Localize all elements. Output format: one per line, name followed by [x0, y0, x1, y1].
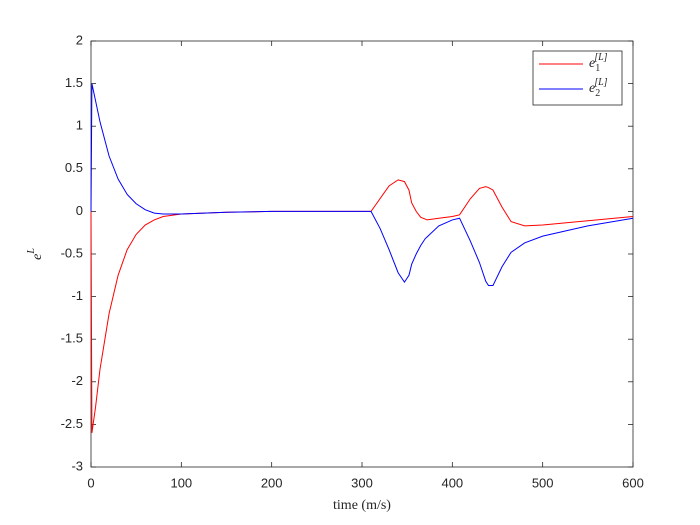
x-axis-label: time (m/s): [333, 498, 391, 513]
legend-label: e2[L]: [589, 77, 608, 99]
y-tick-label: -1.5: [61, 331, 83, 346]
y-tick-label: 0: [76, 203, 83, 218]
x-tick-label: 600: [622, 475, 644, 490]
x-tick-label: 300: [351, 475, 373, 490]
line-series: [90, 83, 634, 287]
legend-label: e1[L]: [589, 52, 608, 74]
y-tick-label: 2: [76, 32, 83, 47]
x-tick-label: 400: [441, 475, 463, 490]
x-tick-label: 200: [261, 475, 283, 490]
plot-area: [90, 40, 634, 468]
y-tick-label: -2.5: [61, 416, 83, 431]
y-tick-label: 1.5: [65, 75, 83, 90]
y-axis-label: eL: [26, 248, 45, 260]
y-tick-label: -0.5: [61, 245, 83, 260]
y-tick-label: -2: [71, 373, 83, 388]
x-tick-label: 500: [532, 475, 554, 490]
y-tick-label: -3: [71, 458, 83, 473]
legend-box: [532, 50, 623, 106]
x-tick-label: 0: [87, 475, 94, 490]
line-series: [90, 179, 634, 433]
x-tick-label: 100: [170, 475, 192, 490]
y-tick-label: 1: [76, 118, 83, 133]
legend: e1[L] e2[L]: [532, 50, 623, 106]
y-tick-label: -1: [71, 288, 83, 303]
y-tick-label: 0.5: [65, 160, 83, 175]
